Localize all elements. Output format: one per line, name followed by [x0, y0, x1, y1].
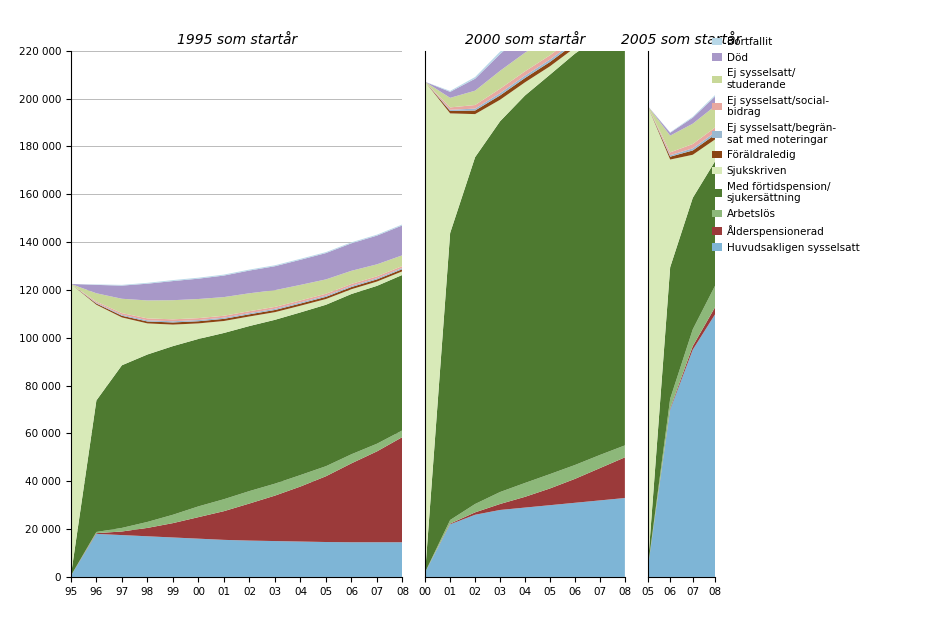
- Title: 2000 som startår: 2000 som startår: [464, 33, 584, 47]
- Legend: Bortfallit, Död, Ej sysselsatt/
studerande, Ej sysselsatt/social-
bidrag, Ej sys: Bortfallit, Död, Ej sysselsatt/ studeran…: [712, 37, 858, 252]
- Title: 2005 som startår: 2005 som startår: [621, 33, 741, 47]
- Title: 1995 som startår: 1995 som startår: [177, 33, 296, 47]
